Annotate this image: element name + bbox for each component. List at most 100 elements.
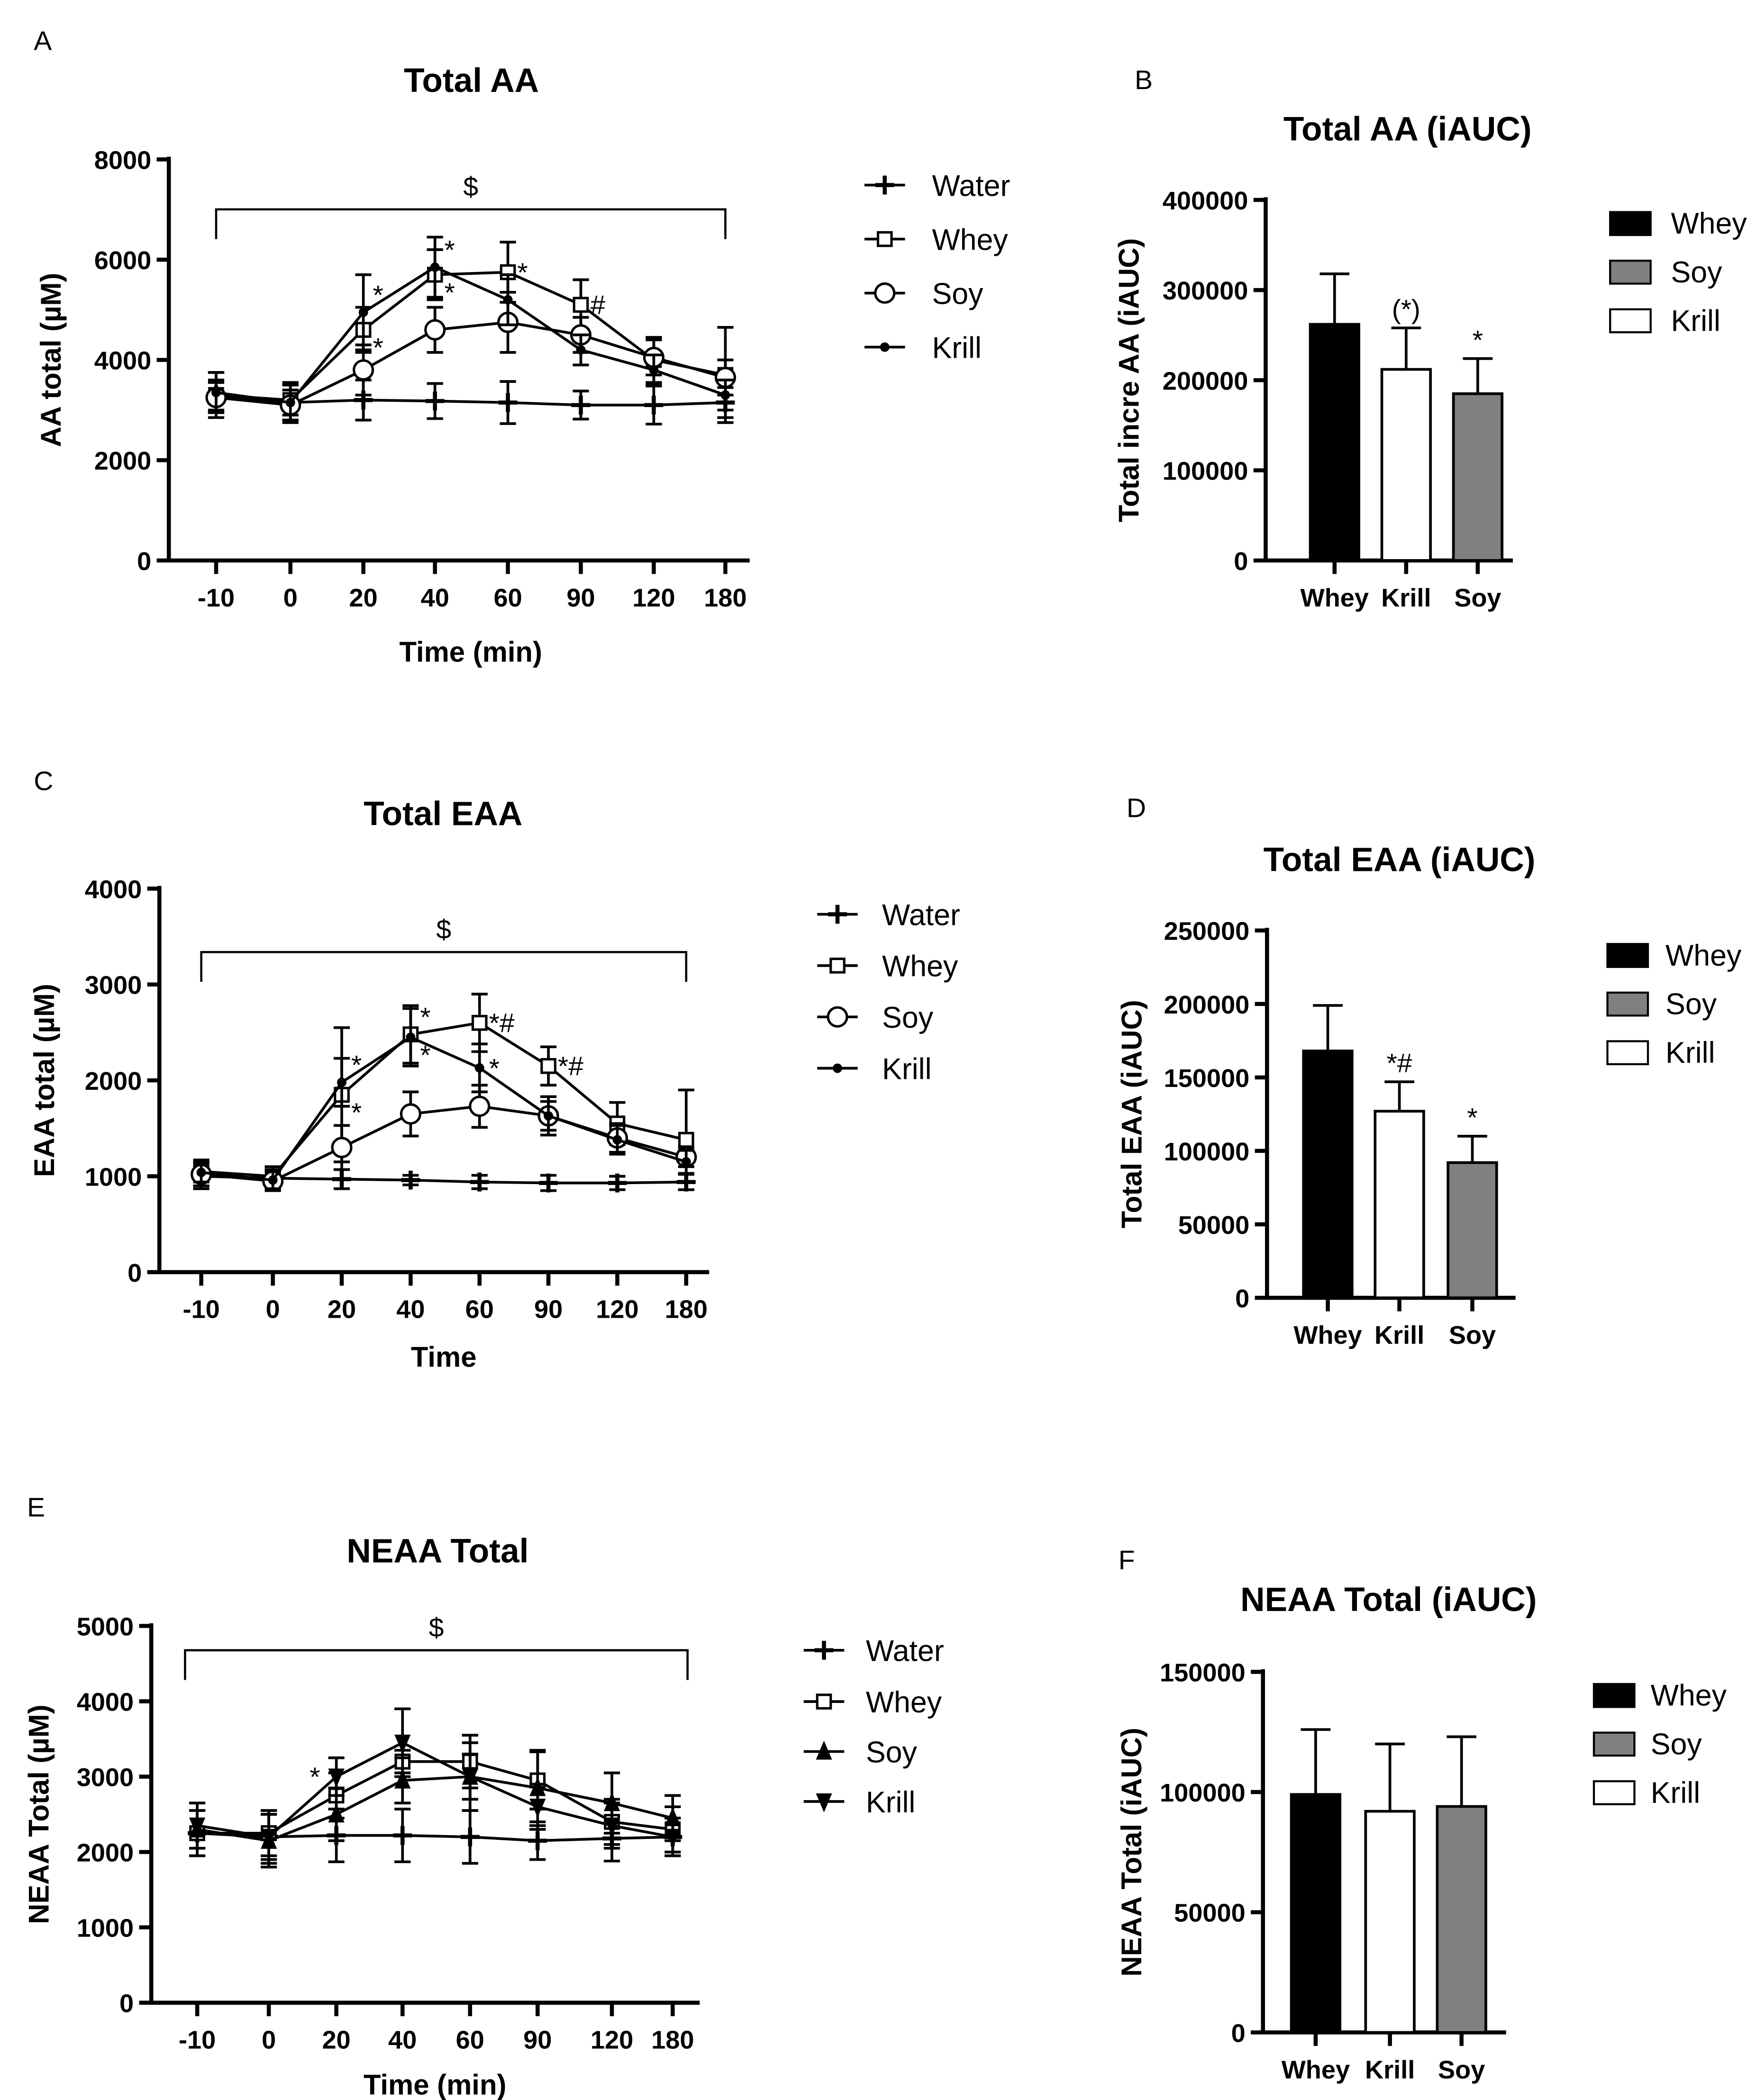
- data-point: [211, 388, 221, 398]
- data-point: [720, 390, 730, 400]
- x-axis-label: Time: [411, 1341, 477, 1373]
- data-point: [337, 1077, 347, 1087]
- bar-soy: [1436, 1805, 1487, 2034]
- significance-annotation: *: [420, 1002, 430, 1032]
- legend-marker: [827, 1006, 848, 1028]
- legend-label: Krill: [932, 331, 981, 364]
- data-point: [471, 1014, 488, 1031]
- series-line: [197, 1741, 673, 1838]
- x-tick-label: Krill: [1374, 1321, 1424, 1349]
- x-tick-label: 60: [465, 1295, 494, 1324]
- x-tick-label: -10: [183, 1295, 220, 1324]
- legend-swatch: [1609, 308, 1652, 334]
- data-point: [328, 1768, 345, 1788]
- y-tick-label: 100000: [1163, 457, 1248, 486]
- panel-E: E NEAA Total 0 1000 2000 3000 4000 5000 -10 0 20 40…: [23, 1493, 944, 2100]
- x-tick-label: 0: [283, 584, 298, 612]
- legend-label: Soy: [866, 1736, 918, 1769]
- y-tick-label: 5000: [77, 1612, 134, 1641]
- legend-label: Whey: [1671, 207, 1747, 240]
- chart-title: Total EAA: [364, 795, 522, 833]
- panel-label: B: [1135, 65, 1153, 95]
- legend-marker: [816, 1693, 832, 1710]
- series-line: [216, 265, 726, 404]
- x-tick-label: 40: [396, 1295, 425, 1324]
- data-point: [664, 1828, 681, 1848]
- y-tick-label: 8000: [94, 146, 151, 174]
- significance-bracket: [200, 951, 688, 982]
- y-tick-label: 300000: [1163, 277, 1248, 305]
- significance-annotation: *: [445, 278, 455, 308]
- x-tick-label: Krill: [1381, 584, 1431, 612]
- significance-annotation: *: [1473, 325, 1483, 355]
- chart-title: Total AA (iAUC): [1283, 110, 1532, 148]
- x-tick-label: 0: [262, 2026, 276, 2055]
- x-tick-label: Soy: [1449, 1321, 1496, 1349]
- legend-swatch: [1592, 1683, 1636, 1708]
- data-point: [358, 308, 368, 317]
- y-tick-label: 3000: [85, 971, 142, 1000]
- data-point: [576, 345, 586, 355]
- bar-krill: [1364, 1810, 1416, 2034]
- data-point: [469, 1095, 491, 1117]
- x-tick-label: Soy: [1438, 2055, 1485, 2084]
- data-point: [196, 1168, 206, 1177]
- significance-annotation: *: [445, 235, 455, 265]
- data-point: [424, 319, 446, 341]
- bar-soy: [1447, 1161, 1498, 1299]
- series-line: [201, 1104, 687, 1183]
- data-point: [678, 1131, 694, 1148]
- panel-label: E: [27, 1493, 45, 1523]
- data-point: [394, 1734, 411, 1754]
- data-point: [603, 1817, 620, 1837]
- y-tick-label: 4000: [94, 347, 151, 375]
- x-tick-label: Krill: [1365, 2055, 1415, 2084]
- data-point: [539, 1173, 558, 1193]
- significance-annotation: *: [309, 1762, 320, 1792]
- legend-label: Krill: [1651, 1776, 1700, 1810]
- legend-label: Soy: [1651, 1728, 1702, 1761]
- legend-label: Krill: [1671, 304, 1720, 337]
- x-tick-label: 180: [665, 1295, 708, 1324]
- chart-title: NEAA Total: [346, 1532, 528, 1570]
- series-line: [216, 321, 726, 407]
- bracket-label: $: [429, 1612, 444, 1643]
- data-point: [474, 1063, 484, 1073]
- data-point: [470, 1172, 489, 1192]
- y-tick-label: 200000: [1164, 991, 1250, 1019]
- panel-label: A: [34, 26, 52, 56]
- y-tick-label: 50000: [1174, 1899, 1246, 1928]
- bracket-label: $: [463, 172, 478, 202]
- significance-annotation: *: [351, 1097, 362, 1128]
- bar-soy: [1452, 392, 1504, 562]
- significance-annotation: *: [373, 280, 383, 310]
- legend-marker: [816, 1740, 832, 1760]
- legend-label: Krill: [1665, 1036, 1715, 1069]
- data-point: [612, 1135, 622, 1145]
- significance-annotation: *: [518, 257, 528, 288]
- legend-marker: [880, 342, 890, 352]
- x-tick-label: 120: [591, 2026, 633, 2055]
- x-tick-label: -10: [179, 2026, 216, 2055]
- bar-whey: [1302, 1050, 1354, 1299]
- series-line: [201, 1175, 686, 1185]
- y-tick-label: 0: [1231, 2019, 1246, 2047]
- x-tick-label: 0: [266, 1295, 280, 1324]
- significance-annotation: *: [1467, 1103, 1477, 1133]
- legend-label: Krill: [882, 1052, 931, 1086]
- significance-annotation: *: [373, 333, 383, 363]
- legend-label: Water: [882, 898, 960, 932]
- y-tick-label: 400000: [1163, 187, 1248, 215]
- data-point: [285, 398, 295, 407]
- y-tick-label: 3000: [77, 1764, 134, 1792]
- y-tick-label: 2000: [94, 447, 151, 475]
- series-krill: [193, 1007, 694, 1190]
- legend-swatch: [1606, 991, 1649, 1017]
- legend-marker: [876, 231, 893, 247]
- legend-label: Soy: [932, 277, 983, 310]
- panel-label: C: [34, 766, 53, 796]
- x-tick-label: 20: [322, 2026, 351, 2055]
- data-point: [189, 1817, 206, 1837]
- x-tick-label: Whey: [1282, 2055, 1350, 2084]
- x-tick-label: Whey: [1301, 584, 1369, 612]
